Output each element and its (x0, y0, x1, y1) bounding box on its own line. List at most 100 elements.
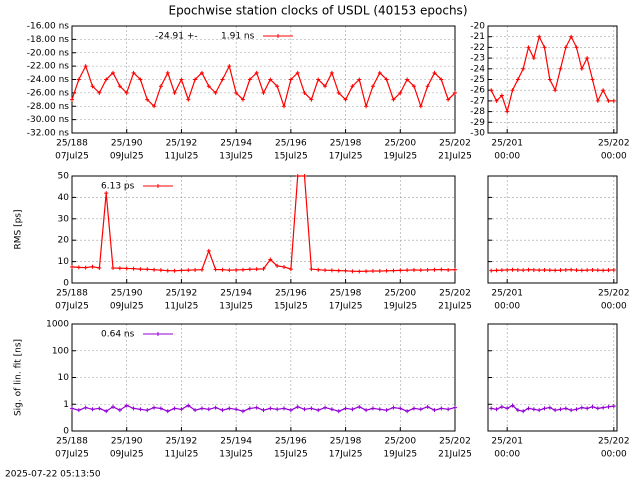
y-tick-label: -23 (470, 54, 485, 64)
data-point (531, 267, 536, 272)
data-point (111, 70, 116, 75)
x-tick-label: 25/188 (56, 437, 88, 447)
data-point (391, 405, 396, 410)
data-point (165, 268, 170, 273)
data-point (199, 406, 204, 411)
data-point (418, 104, 423, 109)
x-tick-label: 25/196 (275, 289, 307, 299)
data-point (585, 56, 590, 61)
x-tick-sublabel: 13Jul25 (219, 152, 253, 162)
data-point (357, 269, 362, 274)
data-point (76, 265, 81, 270)
data-point (90, 407, 95, 412)
data-point (158, 268, 163, 273)
data-point (83, 405, 88, 410)
data-point (152, 405, 157, 410)
data-point (398, 268, 403, 273)
x-tick-sublabel: 00:00 (601, 450, 627, 460)
y-tick-label: -22 (470, 43, 485, 53)
chart-title: Epochwise station clocks of USDL (40153 … (168, 4, 467, 18)
data-point (425, 267, 430, 272)
x-tick-sublabel: 00:00 (494, 302, 520, 312)
y-tick-label: 50 (58, 172, 70, 182)
data-point (398, 90, 403, 95)
x-tick-sublabel: 17Jul25 (329, 450, 363, 460)
data-point (261, 408, 266, 413)
data-point (131, 406, 136, 411)
x-tick-sublabel: 21Jul25 (438, 302, 472, 312)
x-tick-label: 25/194 (220, 289, 252, 299)
data-point (70, 264, 74, 269)
data-point (398, 406, 403, 411)
data-point (432, 70, 437, 75)
plot-frame (71, 175, 456, 284)
data-point (83, 64, 88, 69)
y-tick-label: -16.00 ns (27, 22, 70, 32)
data-point (172, 90, 177, 95)
data-point (569, 408, 574, 413)
data-point (499, 93, 504, 98)
data-point (124, 403, 129, 408)
data-point (158, 406, 163, 411)
data-point (384, 408, 389, 413)
x-tick-label: 25/198 (330, 437, 362, 447)
data-point (411, 267, 416, 272)
data-point (295, 70, 300, 75)
x-tick-sublabel: 00:00 (601, 302, 627, 312)
x-tick-label: 25/202 (439, 437, 471, 447)
data-point (579, 405, 584, 410)
data-point (547, 405, 552, 410)
data-point (611, 404, 616, 409)
y-axis-label: RMS [ps] (14, 209, 24, 249)
x-tick-label: 25/190 (111, 289, 143, 299)
x-tick-sublabel: 09Jul25 (110, 152, 144, 162)
data-point (595, 268, 600, 273)
plot-frame (487, 323, 618, 432)
data-point (411, 406, 416, 411)
x-tick-sublabel: 15Jul25 (274, 302, 308, 312)
data-point (446, 97, 451, 102)
data-point (234, 267, 239, 272)
data-point (206, 248, 211, 253)
data-point (131, 70, 136, 75)
y-tick-label: -22.00 ns (27, 62, 70, 72)
data-point (446, 267, 451, 272)
data-point (377, 269, 382, 274)
y-tick-label: 100 (52, 346, 69, 356)
data-point (574, 268, 579, 273)
y-tick-label: -30.00 ns (27, 115, 70, 125)
data-point (240, 97, 245, 102)
data-point (494, 268, 499, 273)
data-point (364, 269, 369, 274)
data-point (240, 267, 245, 272)
plot-frame (487, 25, 618, 134)
data-point (76, 408, 81, 413)
data-point (97, 406, 102, 411)
x-tick-sublabel: 19Jul25 (383, 302, 417, 312)
y-tick-label: 20 (58, 236, 70, 246)
data-point (526, 45, 531, 50)
data-point (542, 267, 547, 272)
data-point (411, 84, 416, 89)
data-point (391, 97, 396, 102)
data-point (510, 403, 515, 408)
data-point (510, 88, 515, 93)
x-tick-sublabel: 15Jul25 (274, 152, 308, 162)
legend-label: 0.64 ns (101, 330, 135, 340)
data-point (343, 268, 348, 273)
x-tick-label: 25/190 (111, 139, 143, 149)
data-point (275, 263, 280, 268)
x-tick-label: 25/196 (275, 437, 307, 447)
data-point (268, 406, 273, 411)
data-point (510, 267, 515, 272)
data-point (117, 266, 122, 271)
data-point (220, 77, 225, 82)
data-point (521, 66, 526, 71)
data-point (606, 268, 611, 273)
data-point (418, 268, 423, 273)
data-point (611, 98, 616, 103)
data-point (590, 267, 595, 272)
data-point (590, 77, 595, 82)
data-point (261, 266, 266, 271)
data-point (343, 97, 348, 102)
